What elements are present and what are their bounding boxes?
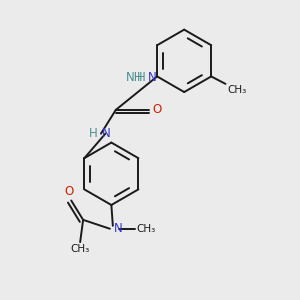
Text: CH₃: CH₃ <box>70 244 90 254</box>
Text: N: N <box>114 222 123 235</box>
Text: H: H <box>89 127 98 140</box>
Text: O: O <box>152 103 161 116</box>
Text: N: N <box>148 71 157 84</box>
Text: H: H <box>136 71 145 84</box>
Text: CH₃: CH₃ <box>136 224 156 234</box>
Text: N: N <box>102 127 110 140</box>
Text: CH₃: CH₃ <box>227 85 246 95</box>
Text: O: O <box>64 184 74 198</box>
Text: NH: NH <box>126 71 144 84</box>
